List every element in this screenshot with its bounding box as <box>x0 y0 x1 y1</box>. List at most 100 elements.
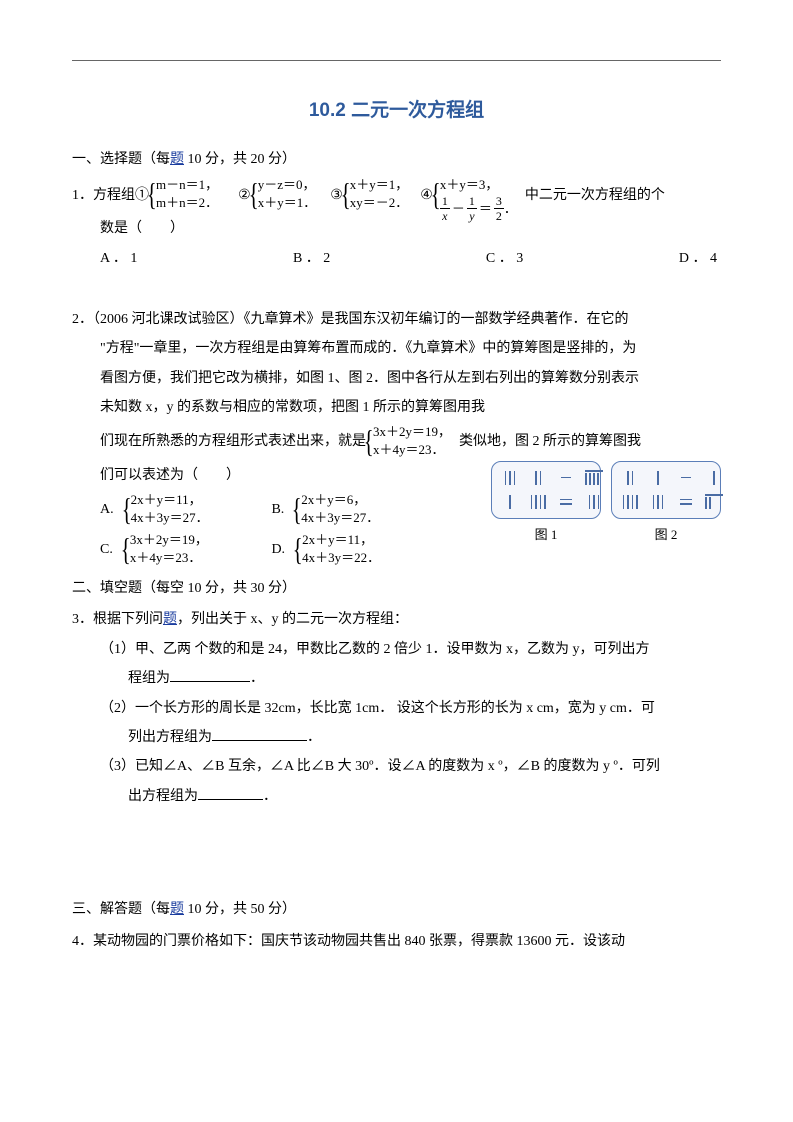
q1-frac3: 32 <box>494 194 504 223</box>
q3-link[interactable]: 题 <box>163 612 177 627</box>
q2-sysM: 3x＋2y＝19，x＋4y＝23． <box>368 423 451 461</box>
q1-sys2a: y－z＝0， <box>258 176 317 194</box>
q2-Da: 2x＋y＝11， <box>302 531 380 549</box>
q3-s3: （3）已知∠A、∠B 互余，∠A 比∠B 大 30º．设∠A 的度数为 x º，… <box>72 752 721 781</box>
sec3-link[interactable]: 题 <box>170 902 184 917</box>
q2-sysD: 2x＋y＝11，4x＋3y＝22． <box>297 531 380 569</box>
q1-optB[interactable]: B ． 2 <box>293 244 330 273</box>
question-4: 4．某动物园的门票价格如下：国庆节该动物园共售出 840 张票，得票款 1360… <box>72 927 721 956</box>
minus-sym-1: － <box>452 200 465 218</box>
q3-s1b: 程组为 <box>128 671 170 686</box>
q1-optA[interactable]: A ． 1 <box>100 244 137 273</box>
q1-line2: 数是（ ） <box>72 214 721 243</box>
q2-C-label: C. <box>100 535 113 564</box>
q1-choices: A ． 1 B ． 2 C ． 3 D ． 4 <box>72 244 721 273</box>
q1-sys1a: m－n＝1， <box>156 176 218 194</box>
q2-optC[interactable]: C. 3x＋2y＝19，x＋4y＝23． <box>100 531 271 569</box>
q2-sysMb: x＋4y＝23． <box>373 441 451 459</box>
sec1-text-a: 一、选择题（每 <box>72 152 170 167</box>
sec3-a: 三、解答题（每 <box>72 902 170 917</box>
q2-Aa: 2x＋y＝11， <box>131 491 209 509</box>
sec1-link[interactable]: 题 <box>170 152 184 167</box>
question-3: 3．根据下列问题，列出关于 x、y 的二元一次方程组： （1）甲、乙两 个数的和… <box>72 605 721 811</box>
q3-s2b-line: 列出方程组为 ． <box>72 723 721 752</box>
question-1: 1．方程组① m－n＝1，m＋n＝2． ② y－z＝0，x＋y＝1． ③ x＋y… <box>72 176 721 273</box>
q3-s2: （2）一个长方形的周长是 32cm，长比宽 1cm． 设这个长方形的长为 x c… <box>72 694 721 723</box>
q2-Ca: 3x＋2y＝19， <box>130 531 208 549</box>
question-2: 2．（2006 河北课改试验区）《九章算术》是我国东汉初年编订的一部数学经典著作… <box>72 305 721 570</box>
q1-optC[interactable]: C ． 3 <box>486 244 523 273</box>
q2-p3: 看图方便，我们把它改为横排，如图 1、图 2．图中各行从左到右列出的算筹数分别表… <box>72 364 721 393</box>
q2-Db: 4x＋3y＝22． <box>302 549 380 567</box>
q2-optB[interactable]: B. 2x＋y＝6，4x＋3y＝27． <box>271 491 442 529</box>
q1-frac3d: 2 <box>494 209 504 223</box>
q2-B-label: B. <box>271 495 284 524</box>
q2-options: A. 2x＋y＝11，4x＋3y＝27． B. 2x＋y＝6，4x＋3y＝27．… <box>72 490 481 570</box>
q3-s1b-line: 程组为 ． <box>72 664 721 693</box>
q1-tail: 中二元一次方程组的个 <box>525 181 665 210</box>
q1-frac2: 1y <box>467 194 477 223</box>
q2-Bb: 4x＋3y＝27． <box>301 509 379 527</box>
q3-blank2[interactable] <box>212 727 307 741</box>
period-1: ． <box>504 200 517 218</box>
q2-A-label: A. <box>100 495 114 524</box>
sec3-b: 10 分，共 50 分） <box>184 902 296 917</box>
q3-s1: （1）甲、乙两 个数的和是 24，甲数比乙数的 2 倍少 1．设甲数为 x，乙数… <box>72 635 721 664</box>
section-3-heading: 三、解答题（每题 10 分，共 50 分） <box>72 895 721 924</box>
q2-figures: 图 1 图 2 <box>491 461 721 548</box>
q1-sys2: y－z＝0，x＋y＝1． <box>253 176 317 214</box>
figure-2-col: 图 2 <box>611 461 721 548</box>
q2-Ab: 4x＋3y＝27． <box>131 509 209 527</box>
q3-head: 3．根据下列问 <box>72 612 163 627</box>
figure-2 <box>611 461 721 519</box>
figure-1-col: 图 1 <box>491 461 601 548</box>
q1-frac1d: x <box>440 209 449 223</box>
q1-sys4b: 1x － 1y ＝ 32 ． <box>440 194 517 223</box>
fig1-caption: 图 1 <box>535 521 558 548</box>
q2-p1: 2．（2006 河北课改试验区）《九章算术》是我国东汉初年编订的一部数学经典著作… <box>72 305 721 334</box>
q1-sys3a: x＋y＝1， <box>350 176 409 194</box>
q1-frac1n: 1 <box>440 194 450 209</box>
q3-s1c: ． <box>250 671 264 686</box>
q2-sysMa: 3x＋2y＝19， <box>373 423 451 441</box>
q3-s2b: 列出方程组为 <box>128 730 212 745</box>
q3-s2c: ． <box>307 730 321 745</box>
q3-s3b-line: 出方程组为 ． <box>72 782 721 811</box>
q1-frac1: 1x <box>440 194 450 223</box>
q3-s3c: ． <box>263 789 277 804</box>
q2-sysB: 2x＋y＝6，4x＋3y＝27． <box>296 491 379 529</box>
q3-blank3[interactable] <box>198 786 263 800</box>
q2-p5a: 们现在所熟悉的方程组形式表述出来，就是 <box>100 427 366 456</box>
section-2-heading: 二、填空题（每空 10 分，共 30 分） <box>72 574 721 603</box>
q1-sys1: m－n＝1，m＋n＝2． <box>151 176 218 214</box>
q3-s3b: 出方程组为 <box>128 789 198 804</box>
q2-p5: 们现在所熟悉的方程组形式表述出来，就是 3x＋2y＝19，x＋4y＝23． 类似… <box>72 423 721 461</box>
q1-sys2b: x＋y＝1． <box>258 194 317 212</box>
q1-frac3n: 3 <box>494 194 504 209</box>
fig2-caption: 图 2 <box>655 521 678 548</box>
figure-1 <box>491 461 601 519</box>
q3-blank1[interactable] <box>170 668 250 682</box>
section-1-heading: 一、选择题（每题 10 分，共 20 分） <box>72 145 721 174</box>
q1-sys4: x＋y＝3， 1x － 1y ＝ 32 ． <box>435 176 517 214</box>
q2-optA[interactable]: A. 2x＋y＝11，4x＋3y＝27． <box>100 491 271 529</box>
q1-line1: 1．方程组① m－n＝1，m＋n＝2． ② y－z＝0，x＋y＝1． ③ x＋y… <box>72 176 721 214</box>
eq-sym-1: ＝ <box>479 200 492 218</box>
top-rule <box>72 60 721 61</box>
q2-Cb: x＋4y＝23． <box>130 549 208 567</box>
q4-p1: 4．某动物园的门票价格如下：国庆节该动物园共售出 840 张票，得票款 1360… <box>72 927 721 956</box>
q1-prefix: 1．方程组① <box>72 181 149 210</box>
page-title: 10.2 二元一次方程组 <box>72 91 721 131</box>
q2-optD[interactable]: D. 2x＋y＝11，4x＋3y＝22． <box>271 531 442 569</box>
q1-sys3: x＋y＝1，xy＝－2． <box>345 176 409 214</box>
q1-sys3b: xy＝－2． <box>350 194 409 212</box>
q1-sys1b: m＋n＝2． <box>156 194 218 212</box>
q1-frac2d: y <box>467 209 476 223</box>
sec1-text-b: 10 分，共 20 分） <box>184 152 296 167</box>
q2-p4: 未知数 x，y 的系数与相应的常数项，把图 1 所示的算筹图用我 <box>72 393 721 422</box>
q2-Ba: 2x＋y＝6， <box>301 491 379 509</box>
q2-D-label: D. <box>271 535 285 564</box>
q2-sysA: 2x＋y＝11，4x＋3y＝27． <box>126 491 209 529</box>
q1-sys4a: x＋y＝3， <box>440 176 517 194</box>
q1-optD[interactable]: D ． 4 <box>679 244 717 273</box>
